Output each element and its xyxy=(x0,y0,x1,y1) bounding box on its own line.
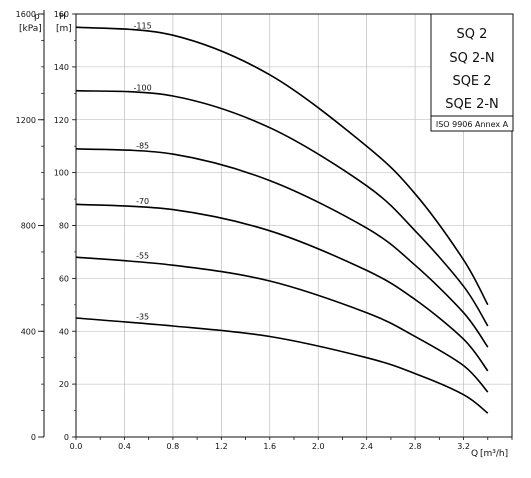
x-tick-label: 0.0 xyxy=(70,442,83,451)
h-tick-label: 80 xyxy=(59,222,69,231)
curve-label: -85 xyxy=(136,141,149,150)
x-tick-label: 2.4 xyxy=(360,442,373,451)
curve-label: -70 xyxy=(136,197,149,206)
x-axis-symbol: Q xyxy=(471,449,478,459)
p-tick-label: 0 xyxy=(31,433,36,442)
h-tick-label: 100 xyxy=(54,169,69,178)
curve-55 xyxy=(75,256,489,393)
x-tick-label: 0.8 xyxy=(167,442,180,451)
curve-label: -55 xyxy=(136,252,149,261)
p-tick-label: 1600 xyxy=(16,10,36,19)
x-tick-label: 0.4 xyxy=(118,442,131,451)
left-axis-unit: [kPa] xyxy=(19,24,42,34)
right-axis-symbol: H xyxy=(59,12,66,22)
h-tick-label: 160 xyxy=(54,10,69,19)
curve-115 xyxy=(75,26,489,306)
x-tick-label: 2.8 xyxy=(409,442,422,451)
legend-line-1: SQ 2 xyxy=(457,27,488,42)
curve-85 xyxy=(75,148,489,348)
curve-100 xyxy=(75,89,489,327)
h-tick-label: 120 xyxy=(54,116,69,125)
x-tick-label: 1.2 xyxy=(215,442,228,451)
h-tick-label: 20 xyxy=(59,380,69,389)
curve-35 xyxy=(75,317,489,414)
legend-standard-note: ISO 9906 Annex A xyxy=(436,120,509,129)
right-axis-unit: [m] xyxy=(56,24,72,34)
x-tick-label: 3.2 xyxy=(457,442,470,451)
legend-line-3: SQE 2 xyxy=(452,74,491,89)
x-tick-label: 1.6 xyxy=(263,442,276,451)
legend-line-2: SQ 2-N xyxy=(449,51,494,66)
p-tick-label: 1200 xyxy=(16,116,36,125)
chart-axes: 0.0 0.4 0.8 1.2 1.6 2.0 2.4 2.8 3.2 0 20 40 60 80 100 1… xyxy=(16,10,513,451)
h-tick-label: 40 xyxy=(59,327,69,336)
legend-line-4: SQE 2-N xyxy=(445,97,499,112)
curve-label: -35 xyxy=(136,312,149,321)
curve-70 xyxy=(75,203,489,372)
chart-legend: SQ 2 SQ 2-N SQE 2 SQE 2-N ISO 9906 Annex… xyxy=(430,13,514,132)
p-tick-label: 400 xyxy=(21,327,36,336)
h-tick-label: 140 xyxy=(54,63,69,72)
x-axis-unit: [m³/h] xyxy=(480,449,508,459)
curve-label: -115 xyxy=(134,22,152,31)
p-tick-label: 800 xyxy=(21,222,36,231)
h-tick-label: 60 xyxy=(59,274,69,283)
x-tick-label: 2.0 xyxy=(312,442,325,451)
left-axis-symbol: p xyxy=(34,12,40,22)
performance-curves: -115 -100 -85 -70 -55 -35 xyxy=(75,22,489,414)
h-tick-label: 0 xyxy=(64,433,69,442)
curve-label: -100 xyxy=(134,83,152,92)
legend-box xyxy=(430,13,514,132)
